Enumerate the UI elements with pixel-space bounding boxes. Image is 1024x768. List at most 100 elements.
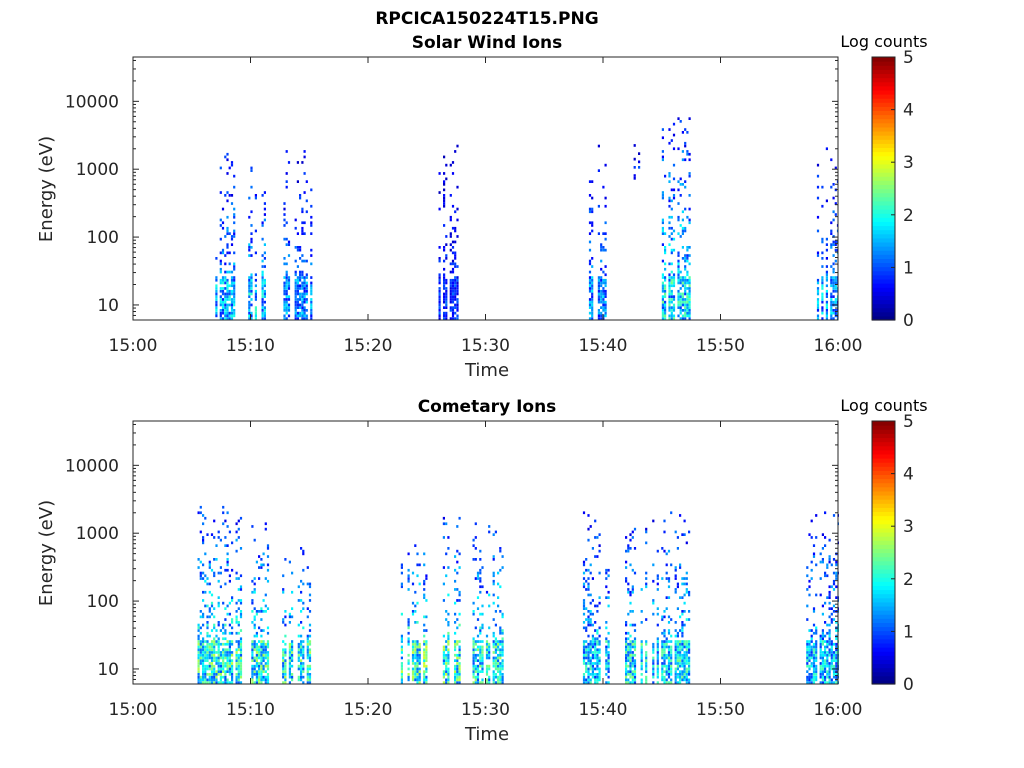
heatmap-cell xyxy=(251,640,254,643)
heatmap-cell xyxy=(652,599,655,602)
heatmap-cell xyxy=(828,538,831,542)
heatmap-cell xyxy=(284,623,287,627)
heatmap-cell xyxy=(264,678,267,682)
heatmap-cell xyxy=(400,634,403,638)
heatmap-cell xyxy=(202,637,205,641)
heatmap-cell xyxy=(656,645,659,649)
heatmap-cell xyxy=(237,667,240,671)
heatmap-cell xyxy=(677,289,680,293)
heatmap-cell xyxy=(308,642,312,646)
heatmap-cell xyxy=(824,664,827,668)
heatmap-cell xyxy=(443,196,446,200)
heatmap-cell xyxy=(661,196,664,200)
heatmap-cell xyxy=(485,656,489,660)
heatmap-cell xyxy=(499,629,502,632)
heatmap-cell xyxy=(825,317,828,320)
heatmap-cell xyxy=(206,623,209,627)
heatmap-cell xyxy=(600,292,603,296)
heatmap-cell xyxy=(301,229,304,233)
heatmap-cell xyxy=(499,670,502,673)
heatmap-cell xyxy=(228,295,231,298)
heatmap-cell xyxy=(291,664,294,668)
heatmap-cell xyxy=(305,292,308,296)
heatmap-cell xyxy=(602,246,605,249)
heatmap-cell xyxy=(681,670,684,673)
heatmap-cell xyxy=(233,314,236,318)
heatmap-cell xyxy=(414,678,417,682)
heatmap-cell xyxy=(821,237,824,241)
colorbar-segment xyxy=(872,433,895,439)
heatmap-cell xyxy=(627,547,630,550)
heatmap-cell xyxy=(476,648,480,652)
heatmap-cell xyxy=(832,218,835,222)
heatmap-cell xyxy=(681,229,684,233)
heatmap-cell xyxy=(224,300,227,304)
heatmap-cell xyxy=(414,640,417,643)
heatmap-cell xyxy=(282,675,285,679)
heatmap-cell xyxy=(679,656,682,660)
heatmap-cell xyxy=(449,232,452,235)
heatmap-cell xyxy=(253,590,256,594)
heatmap-cell xyxy=(499,642,502,646)
heatmap-cell xyxy=(633,177,636,180)
heatmap-cell xyxy=(288,560,291,564)
heatmap-cell xyxy=(418,642,421,646)
heatmap-cell xyxy=(239,662,243,665)
heatmap-cell xyxy=(665,563,668,567)
heatmap-cell xyxy=(308,634,312,638)
heatmap-cell xyxy=(815,640,818,643)
heatmap-cell xyxy=(287,278,291,282)
heatmap-cell xyxy=(681,158,684,162)
heatmap-cell xyxy=(832,276,835,279)
heatmap-cell xyxy=(261,221,264,225)
heatmap-cell xyxy=(494,610,497,613)
heatmap-cell xyxy=(288,662,291,665)
heatmap-cell xyxy=(679,298,682,301)
heatmap-cell xyxy=(589,664,592,668)
heatmap-cell xyxy=(219,300,222,304)
heatmap-cell xyxy=(418,656,421,660)
heatmap-cell xyxy=(656,664,659,668)
heatmap-cell xyxy=(260,678,263,682)
heatmap-cell xyxy=(215,640,218,643)
heatmap-cell xyxy=(445,163,448,167)
heatmap-cell xyxy=(607,659,610,662)
heatmap-cell xyxy=(681,653,684,657)
heatmap-cell xyxy=(407,678,410,682)
heatmap-cell xyxy=(816,251,820,255)
heatmap-cell xyxy=(672,284,676,288)
heatmap-cell xyxy=(629,623,632,627)
heatmap-cell xyxy=(670,662,673,665)
heatmap-cell xyxy=(587,673,590,676)
heatmap-cell xyxy=(589,673,592,676)
heatmap-cell xyxy=(600,278,603,282)
heatmap-cell xyxy=(224,309,227,312)
heatmap-cell xyxy=(228,642,231,646)
heatmap-cell xyxy=(830,303,833,307)
heatmap-cell xyxy=(237,623,240,627)
heatmap-cell xyxy=(260,681,263,684)
heatmap-cell xyxy=(688,298,691,301)
heatmap-cell xyxy=(633,678,637,682)
heatmap-cell xyxy=(228,645,231,649)
heatmap-cell xyxy=(677,117,680,120)
heatmap-cell xyxy=(454,621,457,624)
heatmap-cell xyxy=(285,237,288,241)
heatmap-cell xyxy=(677,267,680,271)
colorbar-segment xyxy=(872,180,895,185)
heatmap-cell xyxy=(213,637,216,641)
heatmap-cell xyxy=(204,653,207,657)
heatmap-cell xyxy=(456,626,459,630)
heatmap-cell xyxy=(821,560,824,564)
heatmap-cell xyxy=(456,309,459,312)
heatmap-cell xyxy=(239,659,243,662)
heatmap-cell xyxy=(661,640,664,643)
heatmap-cell xyxy=(652,656,655,660)
heatmap-cell xyxy=(228,648,231,652)
heatmap-cell xyxy=(438,309,441,312)
heatmap-cell xyxy=(237,621,240,624)
heatmap-cell xyxy=(237,648,240,652)
heatmap-cell xyxy=(235,640,238,643)
heatmap-cell xyxy=(291,640,294,643)
colorbar-tick-label: 2 xyxy=(903,570,914,590)
